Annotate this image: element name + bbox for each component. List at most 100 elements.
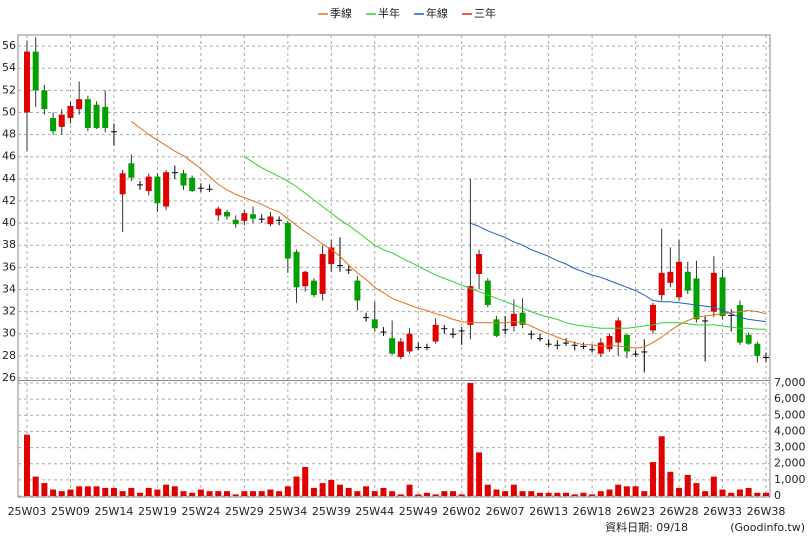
candle-body — [93, 104, 100, 128]
candle-body — [728, 314, 735, 316]
volume-bar — [163, 484, 170, 496]
candle-body — [528, 333, 535, 335]
volume-bar — [754, 492, 761, 496]
candle-body — [119, 173, 126, 195]
volume-bar — [519, 491, 526, 496]
candle-body — [415, 347, 422, 349]
source-date: 資料日期: 09/18 — [605, 520, 688, 534]
volume-bar — [649, 462, 656, 496]
candle-body — [58, 114, 65, 127]
candle-body — [345, 269, 352, 271]
volume-bar — [32, 476, 39, 496]
ma-line — [244, 156, 766, 330]
y-tick-label: 1,000 — [774, 473, 806, 486]
candle-body — [197, 187, 204, 189]
volume-bar — [110, 487, 117, 496]
volume-bar — [145, 487, 152, 496]
y-tick-label: 44 — [2, 172, 16, 185]
candle-body — [50, 117, 57, 132]
candle-body — [597, 342, 604, 354]
x-tick-label: 25W29 — [225, 505, 264, 518]
volume-bar — [84, 486, 91, 496]
volume-bar — [380, 487, 387, 496]
volume-bar — [345, 487, 352, 496]
volume-bar — [171, 486, 178, 496]
candle-body — [363, 317, 370, 319]
candle-body — [32, 51, 39, 91]
candle-body — [180, 173, 187, 186]
candle-body — [302, 271, 309, 287]
ma-line — [470, 222, 767, 323]
volume-bar — [536, 492, 543, 496]
volume-bar — [41, 483, 48, 496]
volume-bar — [432, 494, 439, 496]
y-tick-label: 6,000 — [774, 392, 806, 405]
candle-body — [41, 90, 48, 110]
volume-bar — [684, 475, 691, 496]
volume-bar — [554, 492, 561, 496]
volume-bar — [119, 491, 126, 496]
candle-body — [276, 219, 283, 221]
candle-body — [110, 131, 117, 133]
x-tick-label: 26W18 — [573, 505, 612, 518]
source: (Goodinfo.tw) — [730, 521, 805, 534]
volume-bar — [258, 491, 265, 496]
y-tick-label: 34 — [2, 282, 16, 295]
candle-body — [397, 341, 404, 357]
y-tick-label: 28 — [2, 349, 16, 362]
candle-body — [223, 212, 230, 217]
candle-body — [189, 177, 196, 192]
x-tick-label: 26W28 — [660, 505, 699, 518]
volume-bar — [58, 491, 65, 496]
candle-body — [67, 105, 74, 118]
x-tick-label: 26W02 — [442, 505, 481, 518]
candle-body — [615, 320, 622, 343]
candle-body — [676, 261, 683, 298]
y-tick-label: 30 — [2, 327, 16, 340]
volume-bar — [24, 434, 30, 496]
x-tick-label: 25W19 — [138, 505, 177, 518]
candle-body — [606, 335, 613, 350]
x-tick-label: 25W14 — [95, 505, 134, 518]
volume-bar — [493, 489, 500, 496]
volume-bar — [450, 491, 457, 496]
candle-body — [76, 99, 83, 110]
x-tick-label: 25W34 — [268, 505, 307, 518]
legend-label: 半年 — [378, 6, 400, 20]
candle-body — [137, 184, 144, 186]
volume-bar — [623, 486, 630, 496]
volume-bar — [363, 486, 370, 496]
candle-body — [432, 324, 439, 342]
candle-body — [641, 351, 648, 353]
volume-bar — [67, 489, 74, 496]
candle-body — [163, 172, 170, 207]
candle-body — [310, 280, 317, 296]
volume-bar — [189, 492, 196, 496]
volume-bar — [241, 491, 248, 496]
candle-body — [719, 277, 726, 317]
volume-bar — [702, 491, 709, 496]
y-tick-label: 5,000 — [774, 408, 806, 421]
volume-bar — [76, 486, 83, 496]
volume-bar — [276, 491, 283, 496]
candle-body — [284, 223, 291, 259]
candle-body — [745, 334, 752, 344]
candle-body — [293, 251, 300, 288]
volume-bar — [510, 484, 517, 496]
volume-bar — [667, 471, 674, 496]
y-tick-label: 26 — [2, 371, 16, 384]
x-tick-label: 26W07 — [486, 505, 525, 518]
volume-bar — [476, 452, 483, 496]
candle-body — [754, 343, 761, 356]
candle-body — [693, 278, 700, 320]
y-tick-label: 0 — [774, 489, 781, 502]
volume-bar — [328, 479, 335, 496]
candle-body — [206, 188, 213, 190]
candle-body — [545, 343, 552, 345]
candle-body — [623, 334, 630, 352]
volume-bar — [728, 492, 735, 496]
volume-bar — [589, 494, 596, 496]
volume-bar — [745, 487, 752, 496]
volume-bar — [563, 492, 570, 496]
candle-body — [145, 176, 152, 192]
